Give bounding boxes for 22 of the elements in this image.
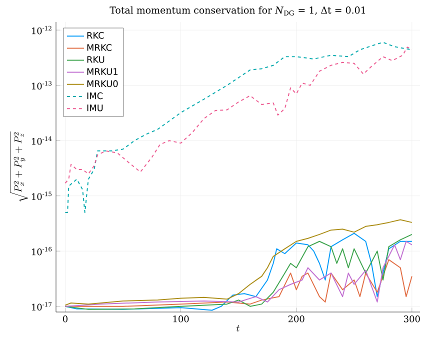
- x-tick-label: 100: [173, 316, 189, 322]
- y-tick-label: 10$^{-13}$: [32, 81, 52, 90]
- line-series: [64, 42, 412, 213]
- legend-label: IMC: [87, 92, 103, 100]
- x-tick-label: 0: [62, 316, 68, 322]
- y-tick-label: 10$^{-12}$: [32, 26, 52, 34]
- legend-label: MRKU1: [87, 68, 118, 75]
- legend-label: MRKU0: [87, 80, 118, 88]
- y-tick-label: 10$^{-14}$: [32, 136, 52, 145]
- y-tick-label: 10$^{-15}$: [32, 192, 52, 200]
- line-series: [64, 219, 412, 306]
- x-tick-label: 300: [404, 316, 420, 322]
- y-tick-label: 10$^{-17}$: [32, 302, 52, 311]
- chart-title: Total momentum conservation for N$_{DG}$ = 1, Δt = 0.01: [110, 6, 366, 16]
- x-axis-title: $t$: [236, 325, 240, 332]
- y-axis-title: $\sqrt{P_x^2 + P_y^2 + P_z^2}$: [10, 131, 28, 202]
- legend-label: RKC: [87, 32, 104, 39]
- x-tick-label: 200: [288, 316, 304, 322]
- legend-label: RKU: [87, 56, 104, 63]
- y-tick-label: 10$^{-16}$: [32, 246, 52, 256]
- legend-label: IMU: [87, 104, 103, 112]
- legend-label: MRKC: [87, 44, 112, 51]
